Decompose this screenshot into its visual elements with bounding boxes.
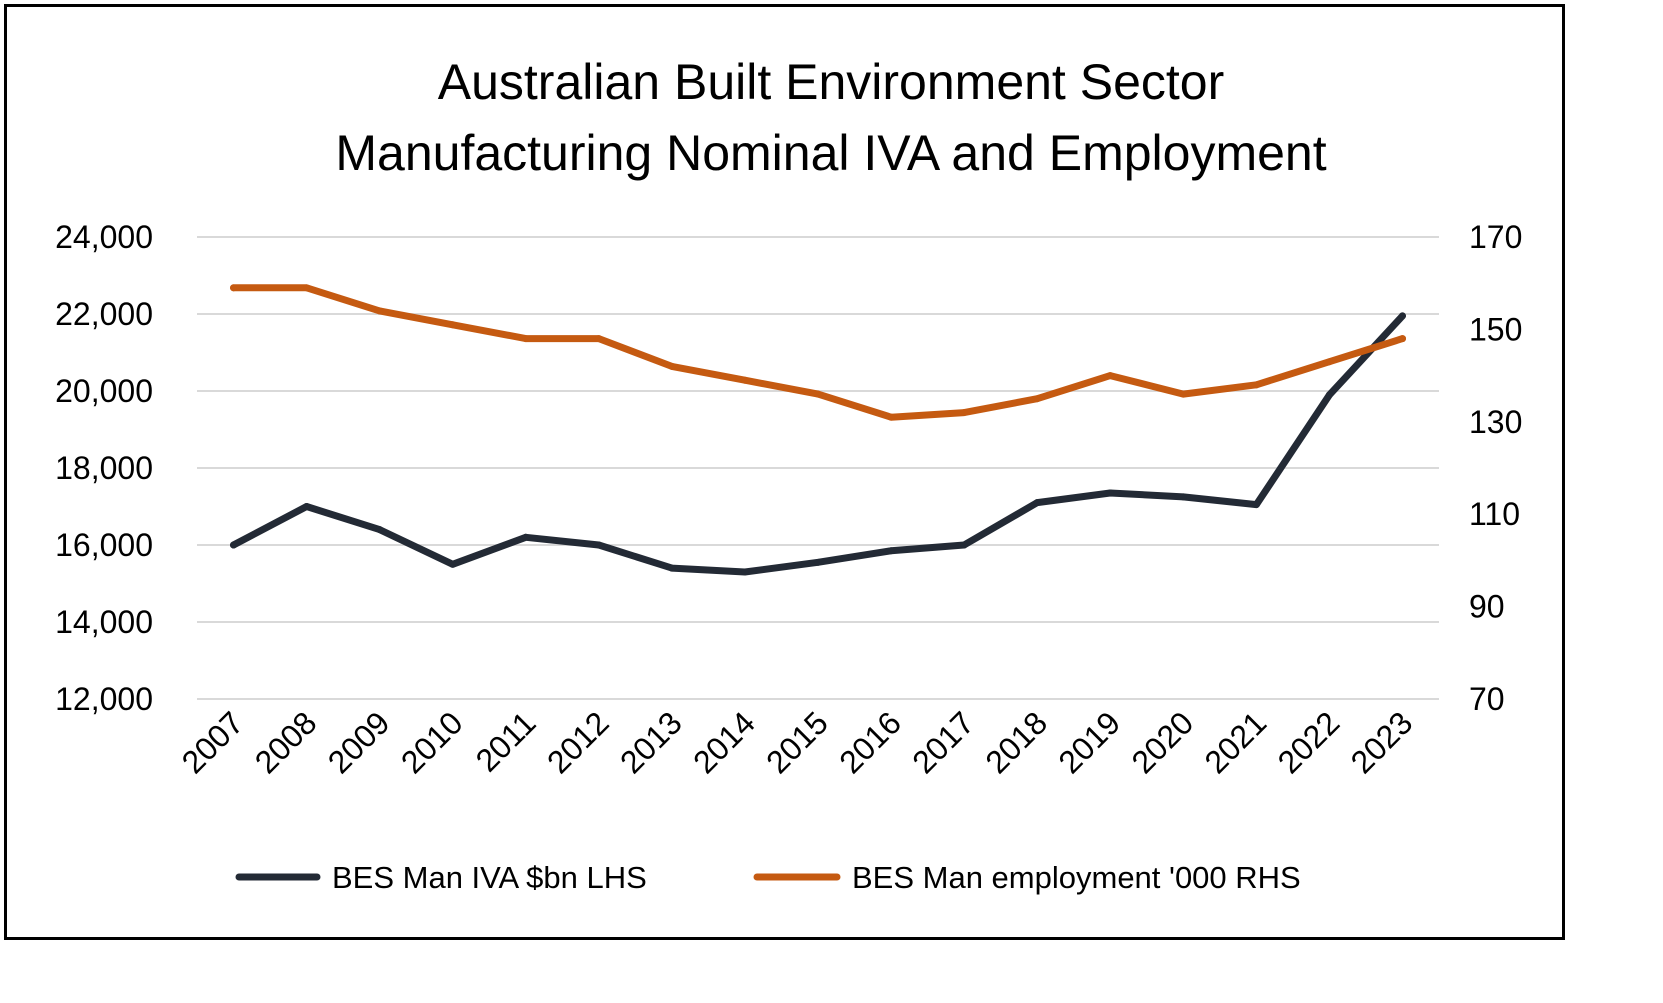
legend: BES Man IVA $bn LHS BES Man employment '0… — [235, 860, 1301, 895]
x-tick-label: 2021 — [1198, 704, 1274, 780]
data-point — [303, 503, 311, 510]
series-line-1 — [230, 312, 1406, 576]
data-point — [741, 568, 749, 576]
data-point — [1325, 358, 1333, 366]
data-point — [376, 307, 384, 315]
x-axis: 2007200820092010201120122013201420152016… — [175, 704, 1420, 780]
chart-title: Australian Built Environment Sector Manu… — [335, 54, 1326, 181]
x-tick-label: 2011 — [469, 704, 543, 778]
x-tick-label: 2023 — [1344, 704, 1420, 780]
chart-frame: Australian Built Environment Sector Manu… — [4, 4, 1565, 940]
left-y-tick-label: 20,000 — [55, 373, 153, 409]
data-point — [1033, 395, 1041, 403]
data-point — [668, 362, 676, 370]
data-point — [1033, 499, 1041, 507]
right-y-tick-label: 150 — [1469, 311, 1522, 347]
right-y-tick-label: 90 — [1469, 589, 1505, 625]
data-point — [1398, 312, 1406, 320]
data-point — [376, 526, 384, 534]
legend-label-1: BES Man IVA $bn LHS — [332, 860, 647, 895]
data-point — [1106, 372, 1114, 380]
left-y-tick-label: 18,000 — [55, 450, 153, 486]
series-lines — [230, 284, 1406, 576]
series-line-2 — [230, 284, 1406, 421]
right-y-tick-label: 130 — [1469, 404, 1522, 440]
x-tick-label: 2022 — [1271, 704, 1347, 780]
data-point — [1179, 390, 1187, 398]
data-point — [960, 409, 968, 417]
data-point — [1106, 489, 1114, 497]
x-tick-label: 2013 — [613, 704, 689, 780]
x-tick-label: 2014 — [686, 704, 762, 780]
x-tick-label: 2016 — [832, 704, 908, 780]
data-point — [1252, 381, 1260, 389]
data-point — [887, 413, 895, 421]
data-point — [449, 321, 457, 329]
right-y-tick-label: 70 — [1469, 681, 1505, 717]
x-tick-label: 2017 — [905, 704, 981, 780]
data-point — [814, 558, 822, 566]
data-point — [741, 376, 749, 384]
x-tick-label: 2015 — [759, 704, 835, 780]
left-y-tick-label: 16,000 — [55, 527, 153, 563]
data-point — [230, 541, 238, 549]
chart-svg: Australian Built Environment Sector Manu… — [55, 54, 1522, 895]
chart-title-line-2: Manufacturing Nominal IVA and Employment — [335, 125, 1326, 181]
data-point — [449, 560, 457, 568]
right-y-axis: 70 90 110 130 150 170 — [1469, 219, 1522, 717]
x-tick-label: 2018 — [978, 704, 1054, 780]
right-y-tick-label: 110 — [1469, 496, 1520, 532]
left-y-tick-label: 24,000 — [55, 219, 153, 255]
data-point — [230, 284, 238, 292]
legend-label-2: BES Man employment '000 RHS — [852, 860, 1301, 895]
data-point — [1398, 335, 1406, 343]
data-point — [303, 284, 311, 292]
data-point — [595, 541, 603, 549]
gridlines — [197, 236, 1439, 700]
x-tick-label: 2020 — [1124, 704, 1200, 780]
data-point — [668, 564, 676, 572]
data-point — [522, 335, 530, 343]
x-tick-label: 2010 — [394, 704, 470, 780]
x-tick-label: 2007 — [175, 704, 251, 780]
data-point — [595, 335, 603, 343]
left-y-tick-label: 14,000 — [55, 604, 153, 640]
data-point — [1252, 501, 1260, 509]
right-y-tick-label: 170 — [1469, 219, 1522, 255]
data-point — [1325, 391, 1333, 399]
data-point — [814, 390, 822, 398]
x-tick-label: 2019 — [1051, 704, 1127, 780]
x-tick-label: 2009 — [321, 704, 397, 780]
left-y-axis: 12,000 14,000 16,000 18,000 20,000 22,000 24,0… — [55, 219, 153, 717]
data-point — [522, 533, 530, 541]
data-point — [1179, 493, 1187, 501]
left-y-tick-label: 22,000 — [55, 296, 153, 332]
x-tick-label: 2008 — [248, 704, 324, 780]
x-tick-label: 2012 — [540, 704, 616, 780]
chart-title-line-1: Australian Built Environment Sector — [438, 54, 1224, 110]
data-point — [887, 547, 895, 555]
left-y-tick-label: 12,000 — [55, 681, 153, 717]
data-point — [960, 541, 968, 549]
